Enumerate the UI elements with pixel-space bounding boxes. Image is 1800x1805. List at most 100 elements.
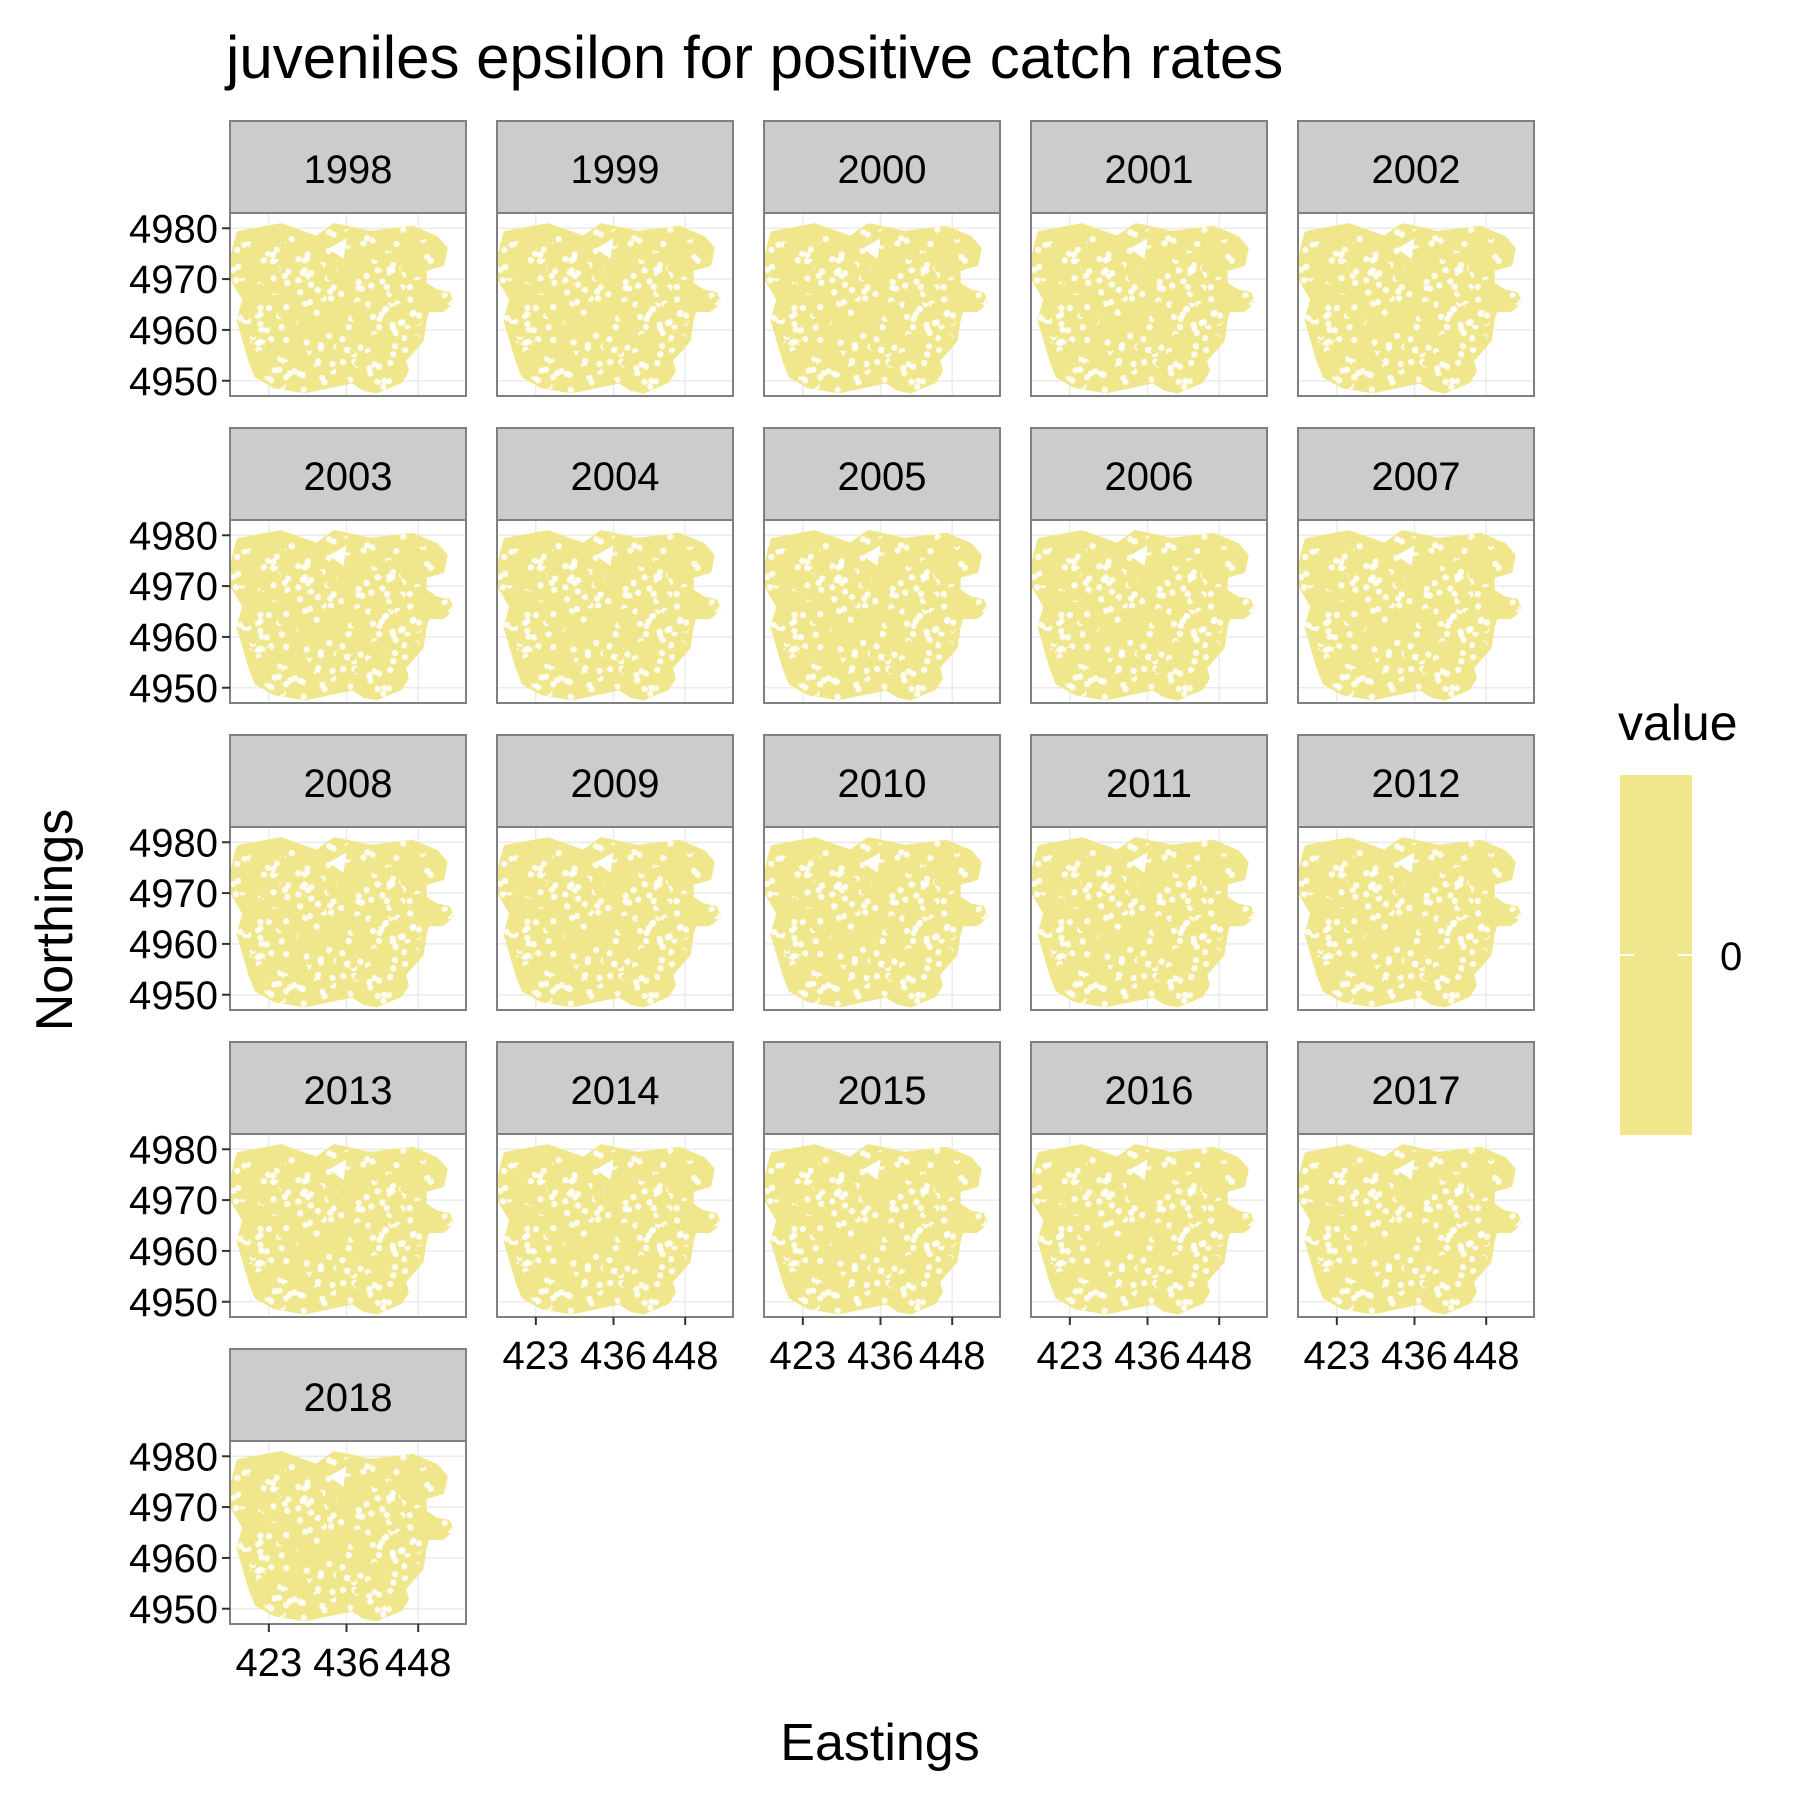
data-point <box>283 337 289 343</box>
data-point <box>1201 572 1207 578</box>
data-point <box>780 253 786 259</box>
data-point <box>530 359 536 365</box>
data-point <box>1463 292 1469 298</box>
data-point <box>570 646 576 652</box>
data-point <box>593 640 599 646</box>
data-point <box>283 374 289 380</box>
data-point <box>326 229 332 235</box>
data-point <box>545 311 551 317</box>
data-point <box>908 235 914 241</box>
data-point <box>1115 378 1121 384</box>
data-point <box>317 301 323 307</box>
data-point <box>1198 273 1204 279</box>
data-point <box>1188 667 1194 673</box>
data-point <box>804 354 810 360</box>
data-point <box>1088 257 1094 263</box>
data-point <box>279 324 285 330</box>
data-point <box>369 627 375 633</box>
data-point <box>1079 657 1085 663</box>
data-point <box>556 236 562 242</box>
data-point <box>277 331 283 337</box>
data-point <box>865 609 871 615</box>
data-point <box>1147 324 1153 330</box>
data-point <box>288 332 294 338</box>
data-point <box>1448 345 1454 351</box>
data-point <box>865 302 871 308</box>
data-point <box>1220 569 1226 575</box>
data-point <box>257 591 263 597</box>
data-point <box>407 284 413 290</box>
data-point <box>372 334 378 340</box>
data-point <box>531 327 537 333</box>
data-point <box>789 560 795 566</box>
data-point <box>953 324 959 330</box>
data-point <box>630 665 636 671</box>
data-point <box>1351 304 1357 310</box>
data-point <box>278 311 284 317</box>
data-point <box>890 320 896 326</box>
data-point <box>1496 258 1502 264</box>
data-point <box>527 278 533 284</box>
data-point <box>266 229 272 235</box>
data-point <box>268 377 274 383</box>
data-point <box>1086 632 1092 638</box>
data-point <box>889 680 895 686</box>
data-point <box>837 328 843 334</box>
data-point <box>663 286 669 292</box>
data-point <box>609 538 615 544</box>
data-point <box>308 245 314 251</box>
data-point <box>1058 305 1064 311</box>
data-point <box>664 357 670 363</box>
data-point <box>1089 343 1095 349</box>
data-point <box>670 614 676 620</box>
data-point <box>924 632 930 638</box>
data-point <box>510 621 516 627</box>
data-point <box>817 611 823 617</box>
data-point <box>842 281 848 287</box>
data-point <box>834 362 840 368</box>
data-point <box>840 345 846 351</box>
data-point <box>256 367 262 373</box>
data-point <box>607 359 613 365</box>
data-point <box>230 267 236 273</box>
data-point <box>600 380 606 386</box>
data-point <box>1069 377 1075 383</box>
data-point <box>314 378 320 384</box>
data-point <box>888 667 894 673</box>
data-point <box>1358 337 1364 343</box>
data-point <box>1109 245 1115 251</box>
data-point <box>842 638 848 644</box>
data-point <box>400 572 406 578</box>
data-point <box>547 543 553 549</box>
data-point <box>1109 689 1115 695</box>
data-point <box>667 626 673 632</box>
data-point <box>564 596 570 602</box>
data-point <box>1065 370 1071 376</box>
data-point <box>931 303 937 309</box>
data-point <box>1057 367 1063 373</box>
data-point <box>915 627 921 633</box>
data-point <box>821 605 827 611</box>
data-point <box>1107 652 1113 658</box>
data-point <box>1136 343 1142 349</box>
data-point <box>260 548 266 554</box>
data-point <box>403 539 409 545</box>
data-point <box>386 552 392 558</box>
data-point <box>614 251 620 257</box>
data-point <box>822 592 828 598</box>
data-point <box>937 614 943 620</box>
data-point <box>1053 299 1059 305</box>
data-point <box>1165 614 1171 620</box>
data-point <box>1356 332 1362 338</box>
data-point <box>575 281 581 287</box>
data-point <box>1143 607 1149 613</box>
data-point <box>807 288 813 294</box>
data-point <box>921 360 927 366</box>
data-point <box>1185 591 1191 597</box>
data-point <box>1161 240 1167 246</box>
data-point <box>800 305 806 311</box>
data-point <box>895 643 901 649</box>
data-point <box>822 285 828 291</box>
data-point <box>348 276 354 282</box>
data-point <box>419 324 425 330</box>
